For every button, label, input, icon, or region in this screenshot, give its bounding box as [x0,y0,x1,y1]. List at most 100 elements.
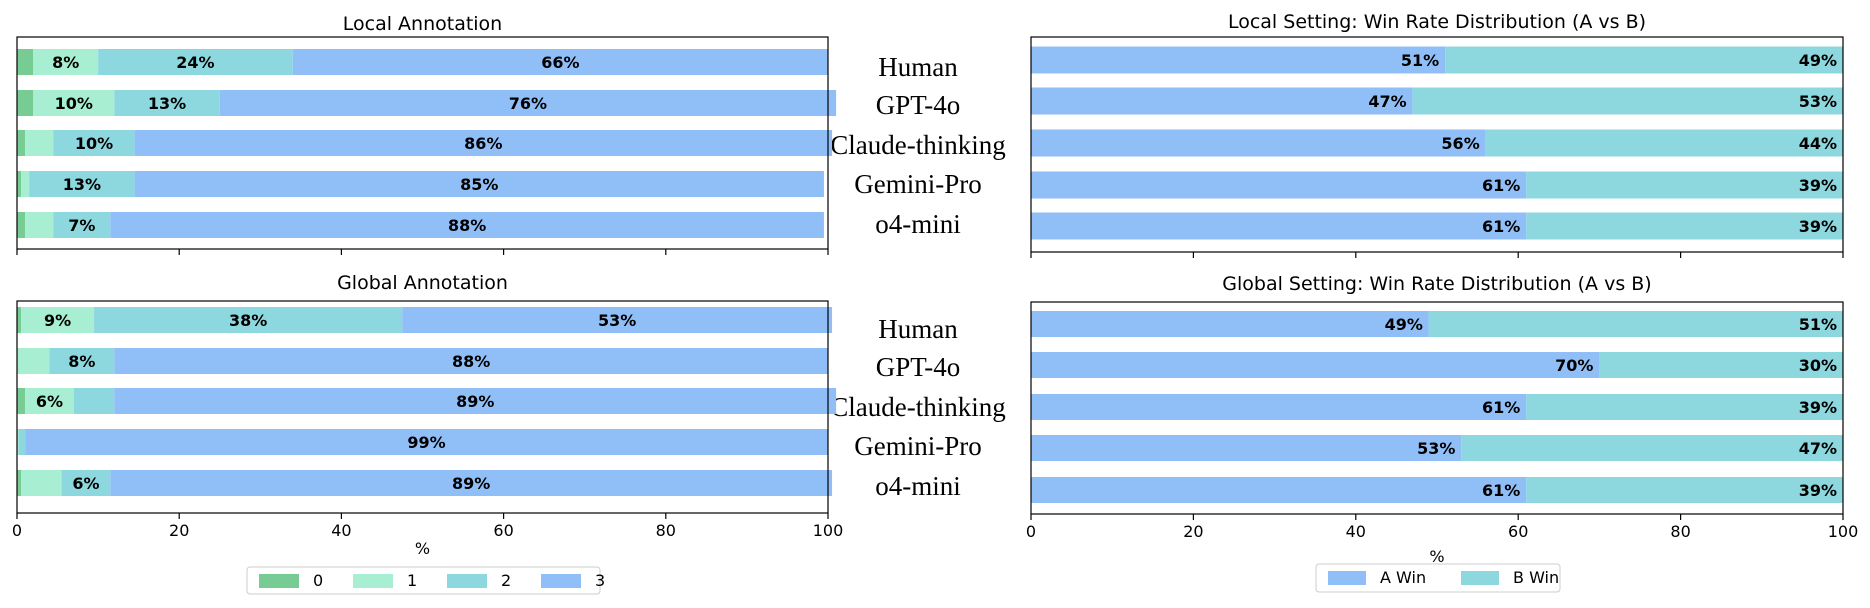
x-axis-label: % [1429,547,1444,566]
model-label-gpt-4o: GPT-4o [876,352,961,382]
x-tick-label: 40 [1346,522,1366,541]
bar-gpt-4o-2 [114,90,220,116]
data-label-human-2: 24% [176,53,214,72]
plot-frame [16,300,829,514]
data-label-gemini-pro-3: 85% [460,175,498,194]
bar-claude-thinking-2 [53,130,135,156]
bar-o4-mini-3 [110,470,833,496]
legend-label-3: 3 [595,571,605,590]
model-label-claude-thinking: Claude-thinking [830,130,1005,160]
chart-title: Local Setting: Win Rate Distribution (A … [1228,11,1646,33]
data-label-claude-thinking-3: 89% [456,392,494,411]
bar-human-2 [94,307,403,333]
data-label-o4-mini-b-win: 39% [1799,481,1837,500]
bar-claude-thinking-b-win [1526,394,1843,420]
plot-frame [16,36,829,250]
model-label-gemini-pro: Gemini-Pro [854,169,982,199]
legend-label-1: 1 [407,571,417,590]
bar-human-a-win [1031,46,1446,74]
bar-claude-thinking-0 [17,130,26,156]
bar-human-3 [402,307,833,333]
bar-claude-thinking-0 [17,388,26,414]
x-tick-label: 0 [12,521,22,540]
bar-claude-thinking-3 [114,388,837,414]
bar-human-1 [21,307,95,333]
bar-human-2 [98,49,293,75]
data-label-gpt-4o-1: 10% [55,94,93,113]
data-label-gpt-4o-b-win: 30% [1799,356,1837,375]
bar-claude-thinking-1 [25,130,54,156]
model-label-gemini-pro: Gemini-Pro [854,431,982,461]
bar-gemini-pro-a-win [1031,435,1462,461]
bar-gpt-4o-a-win [1031,87,1413,115]
bar-gemini-pro-b-win [1461,435,1843,461]
data-label-claude-thinking-2: 10% [75,134,113,153]
bar-o4-mini-1 [21,470,62,496]
data-label-gpt-4o-2: 8% [68,352,95,371]
chart-title: Global Annotation [337,272,508,294]
data-label-human-a-win: 49% [1385,315,1423,334]
model-label-human: Human [878,314,958,344]
data-label-claude-thinking-3: 86% [464,134,502,153]
bar-gpt-4o-0 [17,90,34,116]
bar-o4-mini-0 [17,470,22,496]
model-label-claude-thinking: Claude-thinking [830,392,1005,422]
model-label-o4-mini: o4-mini [875,471,961,501]
bar-gpt-4o-b-win [1599,352,1843,378]
bar-human-0 [17,307,22,333]
legend-swatch-2 [447,574,487,588]
x-tick-label: 20 [169,521,189,540]
data-label-human-3: 53% [598,311,636,330]
x-tick-label: 100 [813,521,844,540]
bar-o4-mini-b-win [1526,212,1843,240]
bar-gpt-4o-1 [17,348,50,374]
data-label-gemini-pro-b-win: 47% [1799,439,1837,458]
plot-frame [1030,301,1844,515]
bar-claude-thinking-a-win [1031,129,1486,157]
legend-label-a-win: A Win [1380,568,1426,587]
x-tick-label: 100 [1828,522,1859,541]
data-label-gemini-pro-2: 13% [63,175,101,194]
data-label-claude-thinking-b-win: 44% [1799,134,1837,153]
legend-swatch-a-win [1328,571,1366,585]
legend-swatch-b-win [1461,571,1499,585]
bar-gemini-pro-a-win [1031,171,1527,199]
bar-human-b-win [1445,46,1843,74]
bar-gemini-pro-2 [18,429,26,455]
bar-o4-mini-b-win [1526,477,1843,503]
data-label-human-1: 8% [52,53,79,72]
bar-claude-thinking-2 [73,388,115,414]
data-label-gpt-4o-3: 88% [452,352,490,371]
data-label-gemini-pro-b-win: 39% [1799,176,1837,195]
bar-claude-thinking-3 [134,130,833,156]
bar-gemini-pro-2 [29,171,135,197]
model-label-human: Human [878,52,958,82]
bar-o4-mini-3 [110,212,824,238]
data-label-gpt-4o-a-win: 47% [1368,92,1406,111]
data-label-gemini-pro-a-win: 53% [1417,439,1455,458]
data-label-o4-mini-b-win: 39% [1799,217,1837,236]
legend-label-2: 2 [501,571,511,590]
bar-human-1 [33,49,99,75]
model-label-o4-mini: o4-mini [875,209,961,239]
x-tick-label: 60 [1508,522,1528,541]
bar-gemini-pro-3 [25,429,829,455]
bar-human-b-win [1428,311,1843,337]
chart-title: Global Setting: Win Rate Distribution (A… [1222,273,1651,295]
data-label-human-a-win: 51% [1401,51,1439,70]
data-label-o4-mini-3: 89% [452,474,490,493]
data-label-o4-mini-2: 6% [72,474,99,493]
data-label-gpt-4o-2: 13% [148,94,186,113]
bar-gpt-4o-1 [33,90,115,116]
x-tick-label: 20 [1183,522,1203,541]
data-label-claude-thinking-a-win: 56% [1441,134,1479,153]
bar-o4-mini-2 [61,470,111,496]
data-label-gemini-pro-3: 99% [407,433,445,452]
data-label-o4-mini-3: 88% [448,216,486,235]
x-axis-label: % [415,539,430,558]
bar-o4-mini-2 [53,212,111,238]
bar-o4-mini-a-win [1031,212,1527,240]
plot-frame [1030,36,1844,253]
x-tick-label: 0 [1026,522,1036,541]
bar-o4-mini-1 [25,212,54,238]
